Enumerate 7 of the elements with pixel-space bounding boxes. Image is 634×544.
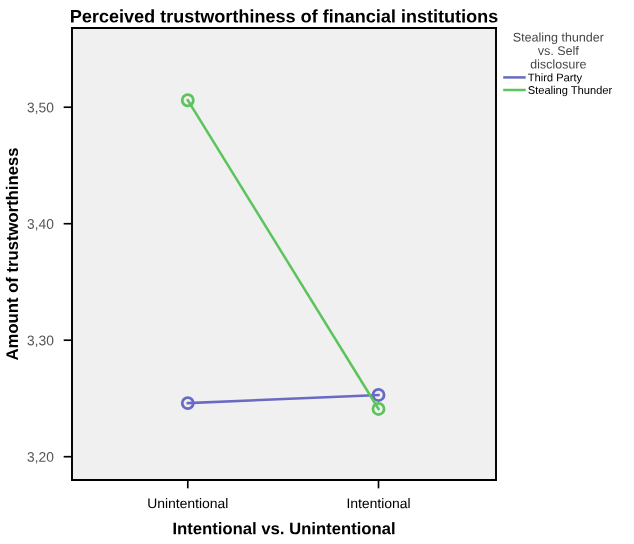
y-axis-title: Amount of trustworthiness — [5, 148, 19, 361]
point — [371, 388, 386, 402]
point — [180, 396, 195, 411]
x-axis-title: Intentional vs. Unintentional — [173, 522, 395, 535]
point — [371, 401, 386, 416]
chart-title: Perceived trustworthiness of financial institutions — [71, 9, 498, 23]
point — [180, 93, 195, 108]
